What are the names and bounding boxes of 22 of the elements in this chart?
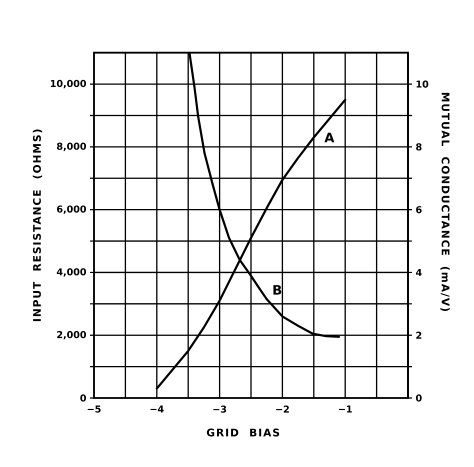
- y2-tick-label: 2: [416, 332, 422, 339]
- x-tick-label: −5: [88, 406, 101, 413]
- y2-tick-label: 10: [416, 80, 428, 88]
- x-tick-label: −2: [276, 406, 289, 413]
- y-tick-label: 6,000: [57, 205, 86, 214]
- x-tick-label: −3: [213, 406, 226, 413]
- x-axis-title: GRID BIAS: [206, 428, 280, 436]
- y-tick-label: 2,000: [57, 331, 86, 340]
- y-tick-label: 8,000: [57, 142, 86, 152]
- y2-tick-label: 0: [416, 394, 422, 402]
- y2-tick-label: 4: [416, 268, 422, 276]
- series-label: B: [273, 285, 282, 295]
- y-tick-label: 4,000: [56, 268, 86, 277]
- x-tick-label: −1: [338, 406, 352, 412]
- y-axis-title: INPUT RESISTANCE (OHMS): [32, 130, 42, 322]
- y-tick-label: 10,000: [50, 80, 86, 88]
- y2-tick-label: 8: [416, 143, 422, 150]
- series-label: A: [324, 132, 334, 142]
- y2-axis-title: MUTUAL CONDUCTANCE (mA/V): [440, 92, 450, 311]
- x-tick-label: −4: [150, 406, 164, 412]
- y-tick-label: 0: [80, 394, 86, 402]
- y2-tick-label: 6: [416, 206, 422, 214]
